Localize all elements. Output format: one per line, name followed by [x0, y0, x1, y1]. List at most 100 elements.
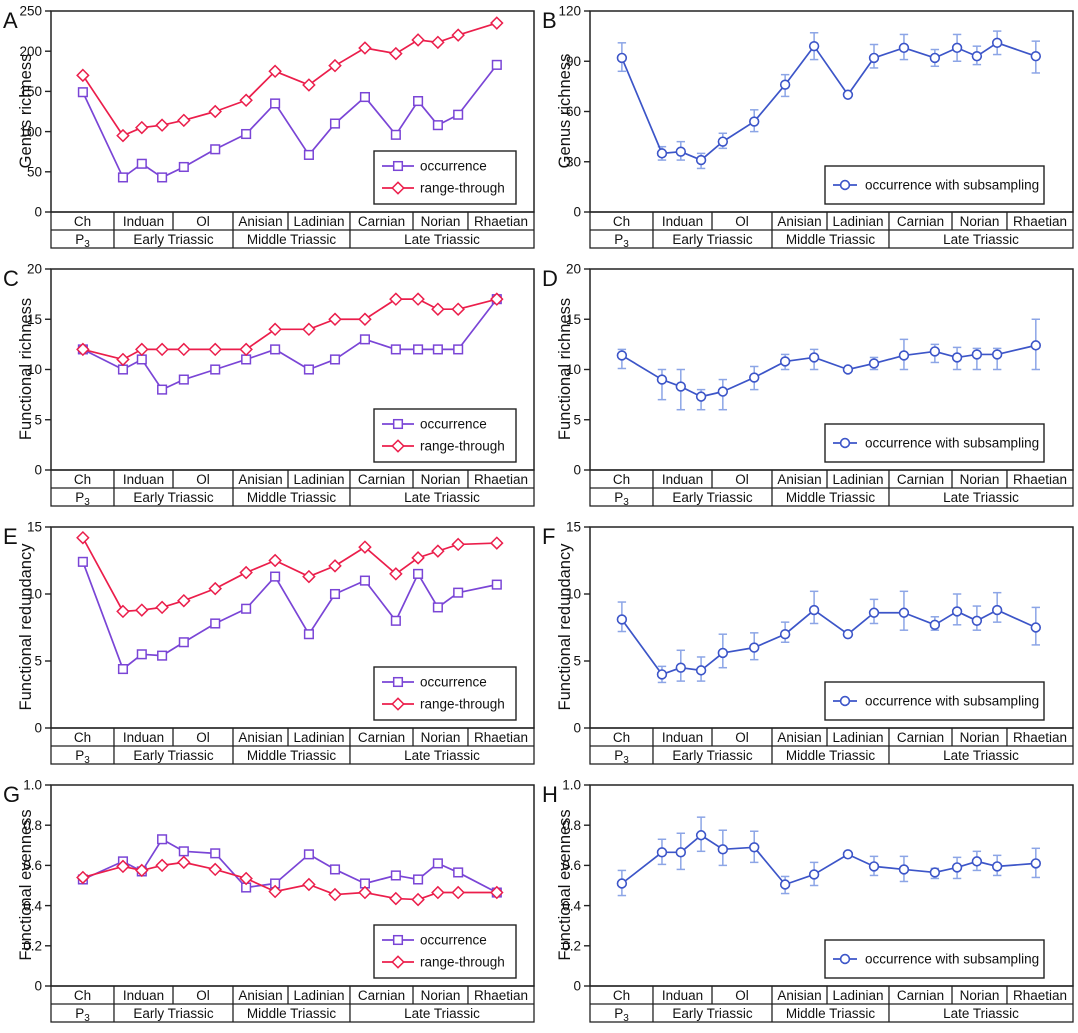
data-marker-range_through: [411, 292, 425, 306]
legend: occurrence range-through: [373, 666, 517, 721]
epoch-cell-label: P3: [614, 1006, 629, 1024]
stage-cell-label: Norian: [960, 988, 1000, 1003]
epoch-cell-label: P3: [614, 490, 629, 508]
data-marker-range_through: [411, 33, 425, 47]
data-marker-range_through: [490, 885, 504, 900]
data-marker-occurrence: [241, 603, 252, 614]
series-subsampling: [616, 318, 1042, 411]
stage-cell-label: Ladinian: [293, 730, 344, 745]
data-marker-occurrence: [359, 575, 370, 586]
stage-cell-label: Anisian: [777, 730, 821, 745]
data-marker-subsampling: [991, 37, 1003, 49]
stage-cell-label: Ch: [74, 730, 91, 745]
y-tick-label: 5: [34, 654, 42, 669]
chart-G: G Functional evenness 0 0.2 0.4 0.6 0.8 1.0 Ch In…: [3, 778, 535, 1024]
data-marker-subsampling: [898, 350, 910, 361]
epoch-cell-label: Middle Triassic: [786, 232, 876, 247]
data-marker-range_through: [411, 551, 425, 565]
legend: occurrence range-through: [373, 924, 517, 979]
epoch-cell-label: Late Triassic: [943, 1006, 1019, 1021]
data-marker-subsampling: [929, 346, 941, 357]
epoch-cell-label: Late Triassic: [404, 748, 480, 763]
stage-cell-label: Rhaetian: [1013, 214, 1067, 229]
data-marker-occurrence: [77, 556, 88, 567]
data-marker-subsampling: [991, 861, 1003, 872]
chart-C: C Functional richness 0 5 10 15 20 Ch Induan Ol An…: [3, 262, 535, 508]
data-marker-range_through: [155, 118, 169, 132]
epoch-cell-label: Middle Triassic: [786, 490, 876, 505]
data-marker-range_through: [451, 885, 465, 900]
data-marker-occurrence: [117, 364, 129, 375]
legend-marker-occurrence: [392, 160, 404, 172]
data-marker-subsampling: [971, 856, 983, 867]
data-marker-range_through: [268, 64, 282, 79]
data-marker-range_through: [177, 593, 191, 608]
data-marker-occurrence: [413, 95, 424, 107]
data-marker-occurrence: [413, 344, 424, 355]
data-marker-subsampling: [717, 844, 729, 855]
data-marker-subsampling: [929, 52, 941, 64]
series-occurrence: [77, 59, 502, 183]
y-tick-label: 10: [566, 587, 581, 602]
y-tick-label: 10: [27, 362, 42, 377]
epoch-cell-label: Middle Triassic: [786, 748, 876, 763]
data-marker-range_through: [431, 302, 445, 316]
stage-cell-label: Induan: [662, 214, 703, 229]
data-marker-occurrence: [303, 849, 314, 860]
y-tick-label: 60: [566, 104, 581, 119]
stage-cell-label: Ch: [613, 988, 630, 1003]
data-marker-occurrence: [453, 344, 464, 355]
epoch-cell-label: Late Triassic: [404, 1006, 480, 1021]
series-subsampling: [616, 30, 1042, 170]
data-marker-range_through: [208, 342, 222, 357]
data-marker-occurrence: [453, 867, 464, 878]
stage-cell-label: Norian: [421, 988, 461, 1003]
data-marker-range_through: [411, 892, 425, 907]
data-marker-range_through: [208, 581, 222, 596]
stage-cell-label: Induan: [662, 988, 703, 1003]
data-marker-subsampling: [749, 842, 760, 853]
data-marker-occurrence: [210, 848, 221, 859]
panel-B: B Genus richness 0 30 60 90 120 Ch Induan Ol Anisi…: [539, 0, 1078, 258]
epoch-cell-label: Late Triassic: [404, 490, 480, 505]
data-marker-range_through: [451, 28, 465, 42]
data-marker-range_through: [358, 885, 372, 900]
legend: occurrence range-through: [373, 408, 517, 463]
stage-cell-label: Ladinian: [832, 472, 883, 487]
data-marker-occurrence: [303, 364, 314, 375]
data-marker-subsampling: [808, 352, 820, 363]
time-scale-table: Ch Induan Ol Anisian Ladinian Carnian Norian Rh…: [50, 211, 535, 250]
data-marker-range_through: [239, 871, 253, 886]
data-marker-subsampling: [868, 861, 880, 872]
data-marker-subsampling: [951, 862, 963, 873]
data-marker-occurrence: [329, 588, 341, 600]
stage-cell-label: Induan: [662, 730, 703, 745]
panel-F: F Functional redundancy 0 5 10 15 Ch Induan Ol An…: [539, 516, 1078, 774]
y-tick-label: 0: [34, 721, 42, 736]
data-marker-range_through: [302, 78, 316, 92]
data-marker-occurrence: [432, 120, 443, 131]
y-tick-label: 50: [27, 165, 42, 180]
panel-letter: C: [3, 266, 19, 291]
data-marker-subsampling: [842, 849, 854, 860]
data-marker-subsampling: [675, 662, 687, 673]
epoch-cell-label: Early Triassic: [133, 490, 214, 505]
legend-marker-occurrence: [392, 676, 404, 688]
series-line-subsampling: [621, 609, 1037, 676]
epoch-cell-label: Middle Triassic: [247, 748, 337, 763]
y-tick-label: 0.6: [562, 858, 581, 873]
time-scale-table: Ch Induan Ol Anisian Ladinian Carnian Norian Rh…: [589, 211, 1074, 250]
y-tick-label: 5: [34, 412, 42, 427]
data-marker-range_through: [268, 322, 282, 337]
data-marker-range_through: [135, 342, 149, 357]
data-marker-subsampling: [749, 116, 760, 127]
data-marker-subsampling: [898, 607, 910, 618]
data-marker-occurrence: [432, 602, 443, 613]
legend-marker-subsampling: [839, 179, 851, 191]
y-tick-label: 0.4: [562, 898, 581, 913]
stage-cell-label: Ladinian: [293, 988, 344, 1003]
legend-label-range_through: range-through: [420, 697, 505, 712]
data-marker-subsampling: [616, 878, 628, 889]
stage-cell-label: Ol: [735, 472, 749, 487]
